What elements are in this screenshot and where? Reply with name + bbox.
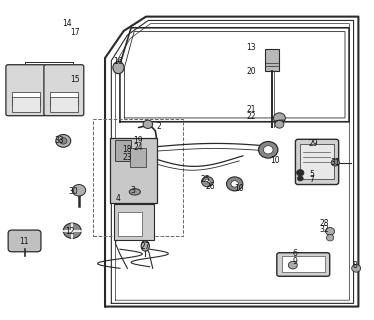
Circle shape [231, 181, 238, 187]
Circle shape [331, 159, 339, 166]
Text: 33: 33 [55, 136, 64, 145]
Circle shape [273, 113, 285, 123]
FancyBboxPatch shape [44, 65, 84, 116]
Circle shape [297, 176, 303, 181]
Text: 10: 10 [270, 156, 279, 164]
Text: 5: 5 [309, 170, 314, 179]
Circle shape [297, 170, 304, 176]
FancyBboxPatch shape [295, 139, 338, 185]
Circle shape [275, 121, 284, 128]
Bar [93, 119, 183, 236]
Text: 3: 3 [131, 186, 135, 195]
FancyBboxPatch shape [49, 92, 78, 105]
FancyBboxPatch shape [115, 140, 131, 161]
Circle shape [205, 180, 210, 184]
Circle shape [202, 177, 214, 187]
Text: 2: 2 [157, 122, 162, 131]
Text: 4: 4 [116, 194, 120, 203]
Text: 23: 23 [123, 153, 132, 162]
FancyBboxPatch shape [110, 138, 157, 203]
Circle shape [56, 134, 71, 147]
Text: 9: 9 [292, 258, 297, 267]
Text: 16: 16 [114, 57, 123, 66]
Text: 21: 21 [246, 105, 256, 114]
Text: 12: 12 [65, 227, 74, 236]
Circle shape [326, 228, 335, 235]
Circle shape [258, 141, 278, 158]
Text: 10: 10 [234, 184, 244, 193]
Circle shape [72, 185, 86, 196]
Text: 28: 28 [319, 219, 329, 228]
Circle shape [288, 261, 297, 269]
Text: 32: 32 [319, 225, 329, 234]
Circle shape [143, 120, 153, 128]
FancyBboxPatch shape [49, 97, 78, 112]
Text: 7: 7 [309, 175, 314, 184]
FancyBboxPatch shape [264, 49, 279, 71]
FancyBboxPatch shape [12, 97, 40, 112]
FancyBboxPatch shape [6, 65, 46, 116]
Text: 25: 25 [200, 175, 210, 184]
Circle shape [227, 177, 243, 191]
Circle shape [352, 265, 361, 272]
FancyBboxPatch shape [12, 92, 40, 105]
FancyBboxPatch shape [119, 212, 142, 236]
Text: 14: 14 [62, 19, 72, 28]
FancyBboxPatch shape [114, 204, 154, 240]
Text: 27: 27 [141, 242, 150, 251]
Text: 22: 22 [246, 112, 256, 121]
Text: 11: 11 [19, 237, 28, 246]
Text: 6: 6 [292, 250, 297, 259]
Text: 15: 15 [70, 75, 80, 84]
Text: 18: 18 [123, 145, 132, 154]
Circle shape [63, 223, 81, 238]
Text: 17: 17 [70, 28, 80, 37]
FancyBboxPatch shape [8, 230, 41, 252]
FancyBboxPatch shape [282, 256, 325, 272]
Text: 29: 29 [308, 139, 318, 148]
Circle shape [327, 235, 334, 241]
Text: 8: 8 [352, 261, 357, 270]
FancyBboxPatch shape [130, 148, 146, 167]
Circle shape [263, 146, 273, 154]
Ellipse shape [113, 61, 124, 74]
Ellipse shape [141, 241, 149, 251]
FancyBboxPatch shape [300, 144, 334, 180]
FancyBboxPatch shape [277, 253, 330, 276]
Ellipse shape [129, 189, 140, 195]
Text: 24: 24 [133, 143, 142, 152]
Text: 19: 19 [133, 136, 142, 145]
Text: 13: 13 [246, 43, 256, 52]
Text: 30: 30 [69, 187, 79, 196]
Circle shape [59, 138, 67, 144]
Text: 31: 31 [331, 158, 340, 167]
Text: 20: 20 [246, 67, 256, 76]
Text: 26: 26 [205, 182, 215, 191]
